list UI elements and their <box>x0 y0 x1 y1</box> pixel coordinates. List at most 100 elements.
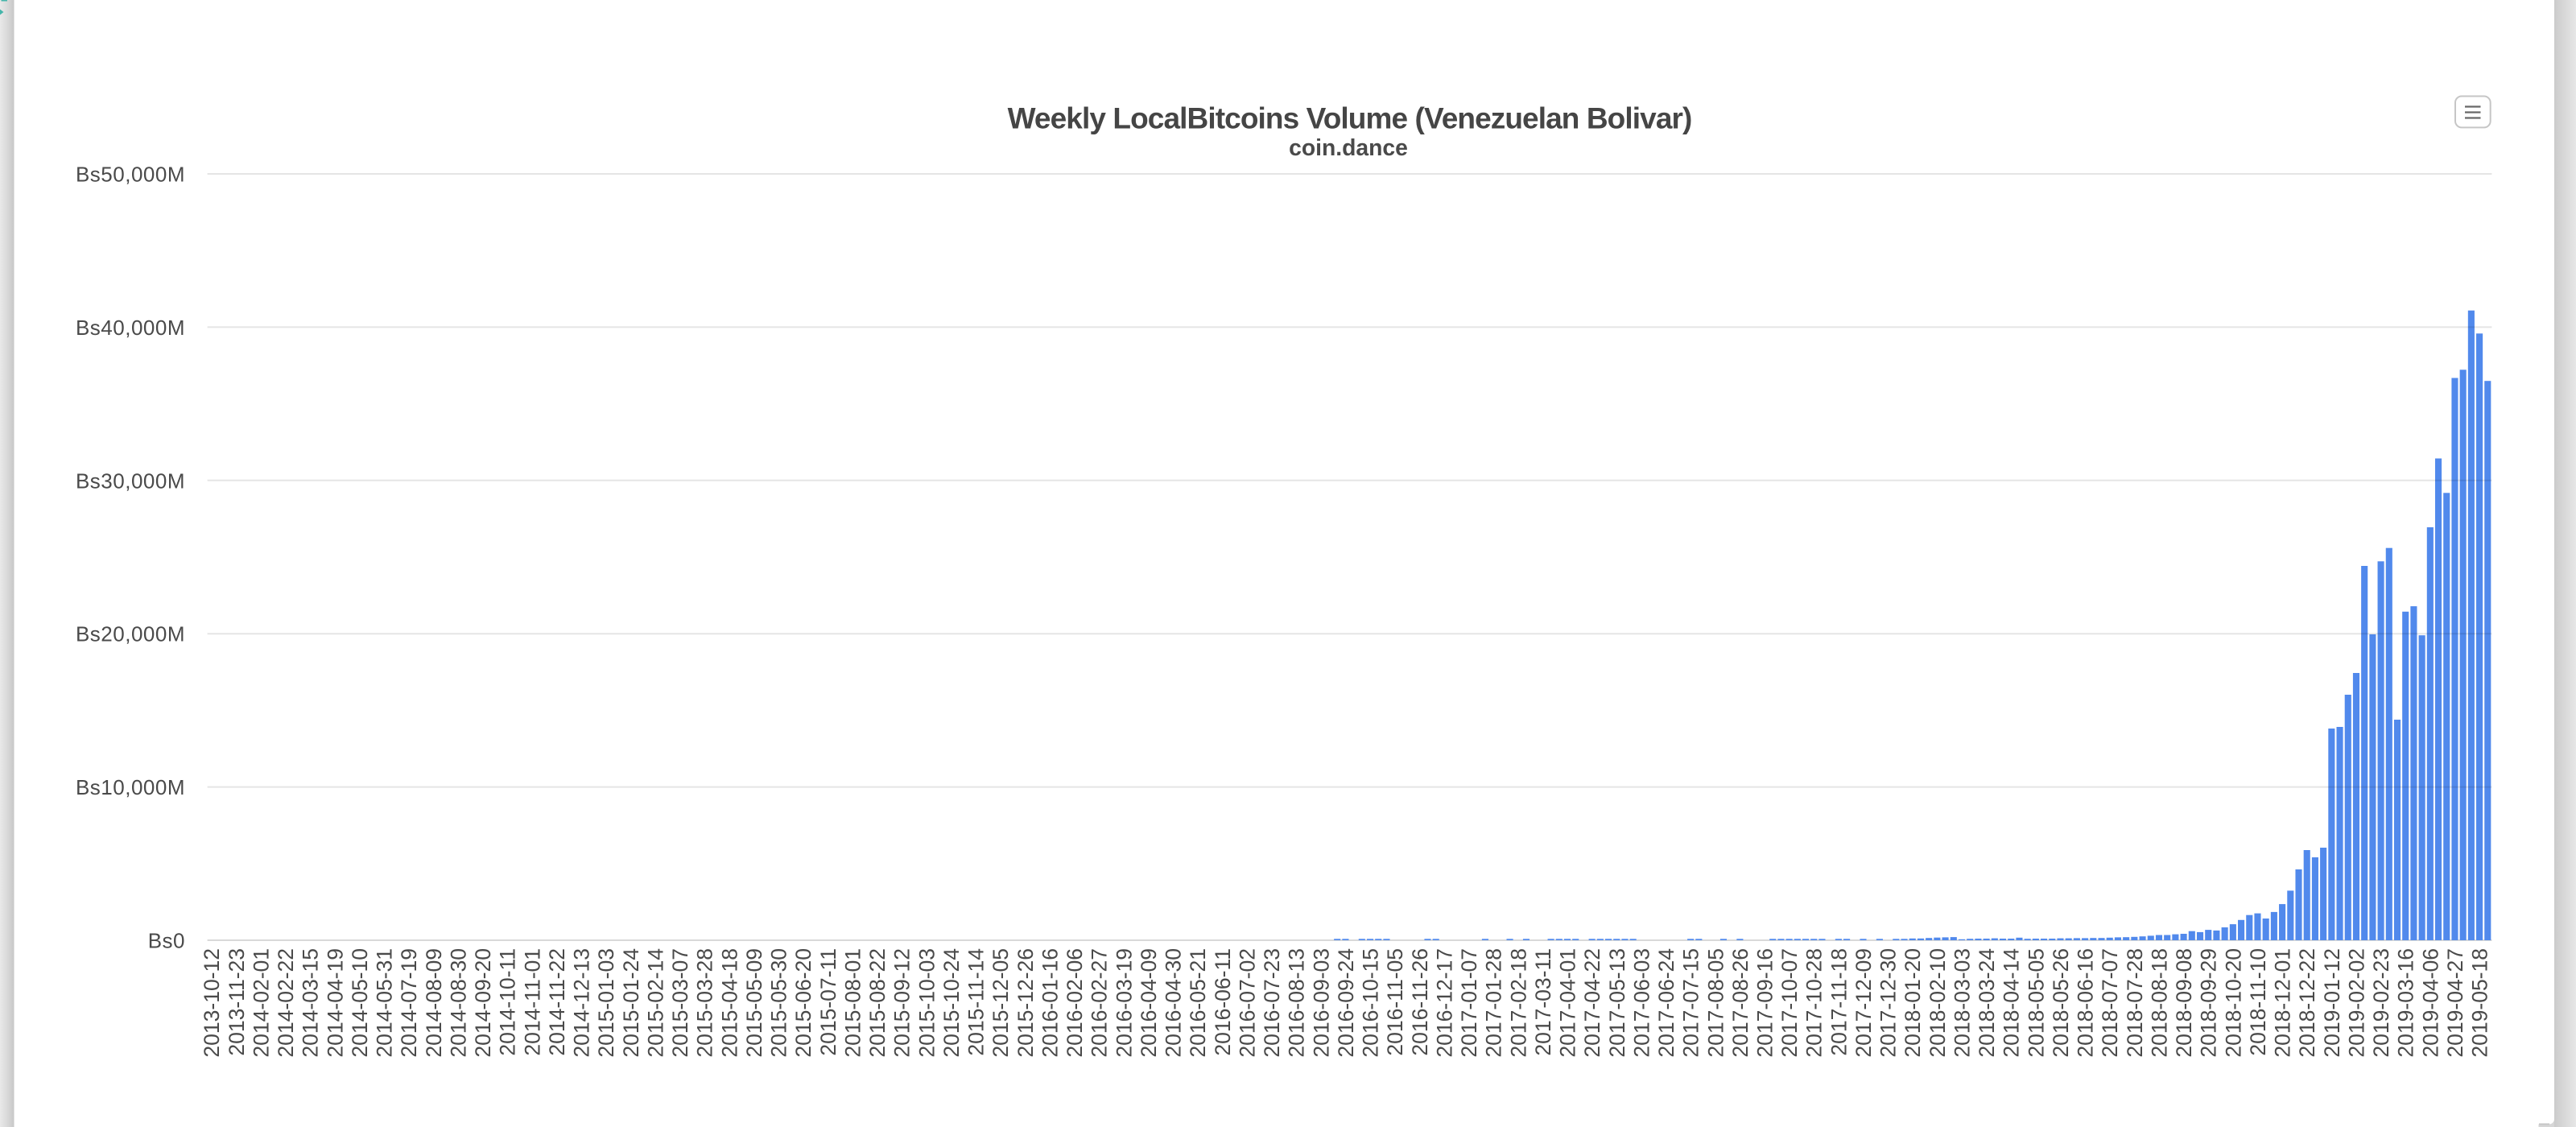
svg-text:2014-11-01: 2014-11-01 <box>520 948 544 1056</box>
svg-text:2014-03-15: 2014-03-15 <box>299 948 323 1058</box>
svg-text:2015-04-18: 2015-04-18 <box>717 948 741 1058</box>
svg-text:2015-03-07: 2015-03-07 <box>668 948 692 1058</box>
svg-text:2014-05-10: 2014-05-10 <box>348 948 372 1058</box>
svg-text:2018-09-08: 2018-09-08 <box>2172 948 2196 1058</box>
svg-text:2018-05-05: 2018-05-05 <box>2024 948 2048 1058</box>
svg-text:2018-08-18: 2018-08-18 <box>2148 948 2172 1058</box>
svg-text:2015-08-01: 2015-08-01 <box>840 948 865 1058</box>
svg-text:2015-05-30: 2015-05-30 <box>767 948 791 1058</box>
svg-text:2018-11-10: 2018-11-10 <box>2246 948 2270 1056</box>
svg-text:2015-12-26: 2015-12-26 <box>1013 948 1038 1058</box>
svg-text:2016-08-13: 2016-08-13 <box>1285 948 1309 1058</box>
svg-text:2017-11-18: 2017-11-18 <box>1827 948 1851 1056</box>
svg-text:2016-04-09: 2016-04-09 <box>1137 948 1161 1058</box>
svg-text:2016-10-15: 2016-10-15 <box>1359 948 1383 1058</box>
svg-text:2014-02-22: 2014-02-22 <box>274 948 298 1058</box>
svg-text:2016-11-05: 2016-11-05 <box>1383 948 1407 1056</box>
svg-text:2018-04-14: 2018-04-14 <box>2000 948 2024 1058</box>
svg-text:2015-02-14: 2015-02-14 <box>643 948 667 1058</box>
svg-text:Weekly LocalBitcoins Volume (V: Weekly LocalBitcoins Volume (Venezuelan … <box>1008 102 1692 135</box>
svg-text:2019-04-27: 2019-04-27 <box>2443 948 2467 1058</box>
svg-text:2014-09-20: 2014-09-20 <box>471 948 495 1058</box>
svg-text:2017-12-09: 2017-12-09 <box>1852 948 1876 1058</box>
svg-text:2014-04-19: 2014-04-19 <box>323 948 347 1058</box>
svg-text:coin.dance: coin.dance <box>1289 134 1408 160</box>
svg-text:Bs50,000M: Bs50,000M <box>76 163 185 187</box>
svg-text:Bs10,000M: Bs10,000M <box>76 775 185 799</box>
svg-text:2019-01-12: 2019-01-12 <box>2320 948 2344 1058</box>
svg-text:2017-03-11: 2017-03-11 <box>1531 948 1555 1056</box>
svg-text:Bs30,000M: Bs30,000M <box>76 469 185 493</box>
svg-text:2018-03-24: 2018-03-24 <box>1975 948 1999 1058</box>
svg-text:2017-06-24: 2017-06-24 <box>1654 948 1678 1058</box>
svg-text:2015-08-22: 2015-08-22 <box>865 948 890 1058</box>
svg-text:Bs40,000M: Bs40,000M <box>76 316 185 340</box>
svg-text:2014-10-11: 2014-10-11 <box>496 948 520 1056</box>
svg-text:2017-01-07: 2017-01-07 <box>1457 948 1481 1058</box>
svg-text:2016-09-24: 2016-09-24 <box>1334 948 1358 1058</box>
svg-text:2017-02-18: 2017-02-18 <box>1506 948 1530 1058</box>
svg-text:2017-10-28: 2017-10-28 <box>1802 948 1827 1058</box>
svg-text:2015-12-05: 2015-12-05 <box>989 948 1013 1058</box>
svg-text:2018-12-01: 2018-12-01 <box>2271 948 2295 1058</box>
svg-text:2017-04-01: 2017-04-01 <box>1556 948 1580 1058</box>
svg-text:2018-06-16: 2018-06-16 <box>2074 948 2098 1058</box>
svg-text:2014-08-30: 2014-08-30 <box>446 948 470 1058</box>
svg-text:2018-10-20: 2018-10-20 <box>2221 948 2245 1058</box>
svg-text:2019-02-02: 2019-02-02 <box>2345 948 2369 1058</box>
svg-text:2015-10-24: 2015-10-24 <box>939 948 964 1058</box>
svg-text:Bs20,000M: Bs20,000M <box>76 622 185 646</box>
svg-text:2017-01-28: 2017-01-28 <box>1482 948 1506 1058</box>
svg-text:2016-09-03: 2016-09-03 <box>1309 948 1333 1058</box>
svg-text:2015-06-20: 2015-06-20 <box>791 948 815 1058</box>
svg-text:2014-11-22: 2014-11-22 <box>545 948 569 1056</box>
svg-text:2019-04-06: 2019-04-06 <box>2418 948 2442 1058</box>
svg-text:2017-07-15: 2017-07-15 <box>1679 948 1703 1058</box>
svg-text:2014-02-01: 2014-02-01 <box>250 948 274 1058</box>
svg-text:2017-06-03: 2017-06-03 <box>1629 948 1653 1058</box>
svg-text:2015-07-11: 2015-07-11 <box>816 948 840 1056</box>
svg-text:2015-11-14: 2015-11-14 <box>964 948 989 1056</box>
svg-text:2018-03-03: 2018-03-03 <box>1951 948 1975 1058</box>
svg-text:2016-07-23: 2016-07-23 <box>1260 948 1284 1058</box>
svg-text:Bs0: Bs0 <box>148 929 185 953</box>
svg-text:2016-11-26: 2016-11-26 <box>1408 948 1432 1056</box>
svg-text:2019-03-16: 2019-03-16 <box>2394 948 2418 1058</box>
svg-text:2017-05-13: 2017-05-13 <box>1605 948 1629 1058</box>
svg-text:2018-02-10: 2018-02-10 <box>1926 948 1950 1058</box>
svg-text:2017-04-22: 2017-04-22 <box>1580 948 1604 1058</box>
svg-text:2014-08-09: 2014-08-09 <box>422 948 446 1058</box>
svg-text:2014-05-31: 2014-05-31 <box>373 948 397 1058</box>
svg-text:2017-10-07: 2017-10-07 <box>1777 948 1802 1058</box>
svg-text:2015-03-28: 2015-03-28 <box>693 948 717 1058</box>
svg-text:2016-07-02: 2016-07-02 <box>1235 948 1259 1058</box>
svg-text:2016-05-21: 2016-05-21 <box>1186 948 1210 1058</box>
svg-text:2015-01-24: 2015-01-24 <box>619 948 643 1058</box>
svg-text:2014-12-13: 2014-12-13 <box>570 948 594 1058</box>
svg-text:2015-01-03: 2015-01-03 <box>594 948 618 1058</box>
svg-text:2018-07-07: 2018-07-07 <box>2098 948 2122 1058</box>
svg-text:2014-07-19: 2014-07-19 <box>397 948 421 1058</box>
svg-text:2015-09-12: 2015-09-12 <box>890 948 914 1058</box>
svg-text:2017-09-16: 2017-09-16 <box>1753 948 1777 1058</box>
svg-text:2019-02-23: 2019-02-23 <box>2369 948 2393 1058</box>
svg-text:2018-01-20: 2018-01-20 <box>1901 948 1925 1058</box>
svg-text:2015-10-03: 2015-10-03 <box>914 948 939 1058</box>
svg-text:2018-09-29: 2018-09-29 <box>2197 948 2221 1058</box>
svg-text:2018-12-22: 2018-12-22 <box>2295 948 2319 1058</box>
svg-text:2018-05-26: 2018-05-26 <box>2049 948 2073 1058</box>
svg-text:2017-12-30: 2017-12-30 <box>1876 948 1901 1058</box>
svg-text:2016-04-30: 2016-04-30 <box>1162 948 1186 1058</box>
svg-text:2018-07-28: 2018-07-28 <box>2123 948 2147 1058</box>
svg-text:2016-03-19: 2016-03-19 <box>1112 948 1136 1058</box>
svg-text:2016-06-11: 2016-06-11 <box>1211 948 1235 1056</box>
svg-text:2016-02-27: 2016-02-27 <box>1088 948 1112 1058</box>
svg-text:2016-01-16: 2016-01-16 <box>1038 948 1062 1058</box>
svg-text:2017-08-26: 2017-08-26 <box>1728 948 1752 1058</box>
svg-text:2013-11-23: 2013-11-23 <box>225 948 249 1056</box>
svg-text:2019-05-18: 2019-05-18 <box>2468 948 2492 1058</box>
svg-text:2016-02-06: 2016-02-06 <box>1063 948 1087 1058</box>
svg-text:2016-12-17: 2016-12-17 <box>1432 948 1456 1058</box>
svg-text:2015-05-09: 2015-05-09 <box>742 948 766 1058</box>
svg-text:2013-10-12: 2013-10-12 <box>200 948 224 1058</box>
